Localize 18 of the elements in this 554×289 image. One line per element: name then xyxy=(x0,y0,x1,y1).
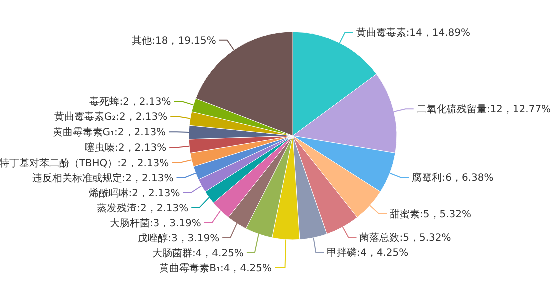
slice-label: 黄曲霉毒素G₁:2，2.13% xyxy=(52,126,166,139)
slice-label: 违反相关标准或规定:2，2.13% xyxy=(32,172,174,184)
slice-label: 菌落总数:5，5.32% xyxy=(360,232,452,244)
slice-label: 大肠菌群:4，4.25% xyxy=(152,247,244,260)
slice-label: 黄曲霉毒素B₁:4，4.25% xyxy=(160,262,272,274)
slice-label: 戊唑醇:3，3.19% xyxy=(138,232,220,244)
slice-label: 噻虫嗪:2，2.13% xyxy=(85,142,167,154)
slice-label: 甜蜜素:5，5.32% xyxy=(390,208,472,220)
slice-label: 烯酰吗啉:2，2.13% xyxy=(88,187,180,200)
slice-label: 腐霉利:6，6.38% xyxy=(412,172,494,184)
slice-label: 黄曲霉毒素:14，14.89% xyxy=(356,26,471,39)
slice-label: 黄曲霉毒素G₂:2，2.13% xyxy=(54,111,168,124)
slice-label: 大肠杆菌:3，3.19% xyxy=(110,217,202,230)
slice-label: 二氧化硫残留量:12，12.77% xyxy=(416,104,552,116)
slice-label: 蒸发残渣:2，2.13% xyxy=(97,202,189,214)
slice-label: 其他:18，19.15% xyxy=(132,34,216,47)
slice-label: 甲拌磷:4，4.25% xyxy=(327,247,409,260)
slice-label: 毒死蜱:2，2.13% xyxy=(90,96,172,108)
